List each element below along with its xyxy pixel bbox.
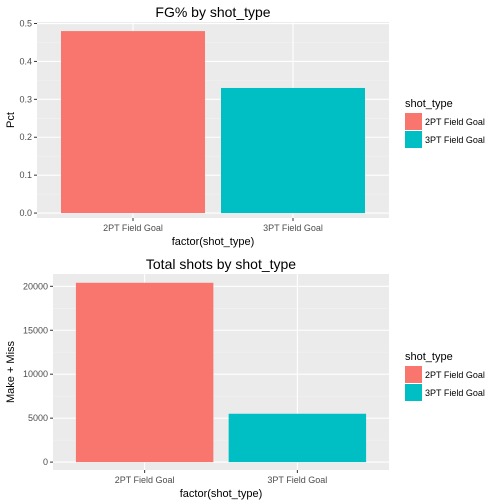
y-tick-label: 0.1 [19, 170, 32, 180]
legend-label-1: 2PT Field Goal [425, 370, 485, 380]
bar-1 [61, 31, 205, 214]
chart-2: 0 5000 10000 15000 20000 2PT Field Goal 3PT Fi… [5, 256, 485, 500]
legend-key-1 [405, 113, 422, 130]
legend-key-2 [405, 384, 422, 401]
y-tick-label: 0.2 [19, 132, 32, 142]
y-tick-label: 0.3 [19, 94, 32, 104]
y-tick-label: 10000 [23, 369, 48, 379]
y-tick-label: 0.0 [19, 208, 32, 218]
bar-2 [228, 413, 367, 463]
bar-2 [221, 87, 365, 214]
x-tick-label: 3PT Field Goal [267, 475, 327, 485]
y-axis-title: Make + Miss [5, 340, 17, 403]
legend-title: shot_type [405, 98, 453, 110]
y-axis-title: Pct [5, 112, 17, 128]
chart-title: FG% by shot_type [155, 4, 270, 20]
x-axis-title: factor(shot_type) [180, 488, 263, 500]
y-tick-label: 0.5 [19, 19, 32, 29]
bar-1 [75, 282, 214, 463]
chart-1: 0.0 0.1 0.2 0.3 0.4 0.5 2PT Field Goal 3PT Fiel… [5, 4, 485, 248]
x-tick-label: 2PT Field Goal [115, 475, 175, 485]
legend: shot_type 2PT Field Goal 3PT Field Goal [405, 98, 485, 148]
legend-label-2: 3PT Field Goal [425, 135, 485, 145]
y-tick-label: 0 [43, 457, 48, 467]
legend: shot_type 2PT Field Goal 3PT Field Goal [405, 351, 485, 401]
y-tick-label: 5000 [28, 413, 48, 423]
chart-title: Total shots by shot_type [146, 256, 296, 272]
legend-title: shot_type [405, 351, 453, 363]
x-tick-label: 2PT Field Goal [103, 223, 163, 233]
legend-key-2 [405, 131, 422, 148]
legend-label-2: 3PT Field Goal [425, 388, 485, 398]
legend-label-1: 2PT Field Goal [425, 117, 485, 127]
legend-key-1 [405, 366, 422, 383]
y-tick-label: 0.4 [19, 56, 32, 66]
y-tick-label: 20000 [23, 281, 48, 291]
x-axis-title: factor(shot_type) [172, 236, 255, 248]
x-tick-label: 3PT Field Goal [263, 223, 323, 233]
y-tick-label: 15000 [23, 325, 48, 335]
